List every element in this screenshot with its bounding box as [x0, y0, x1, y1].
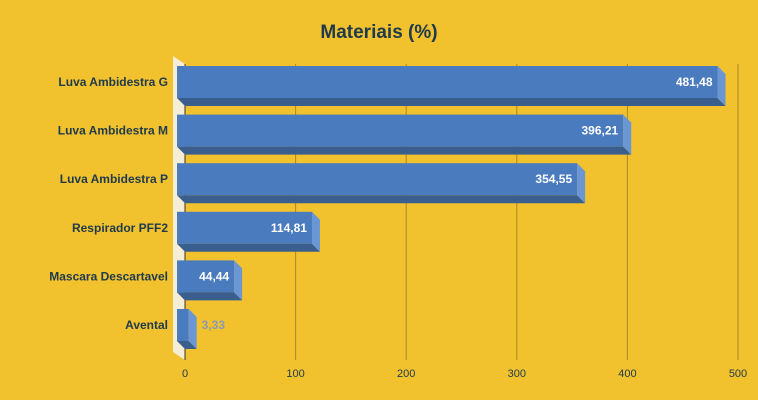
bars: [177, 66, 726, 349]
bar-bottom-face: [177, 292, 243, 301]
bar-side-face: [188, 309, 197, 349]
bar-front: [177, 114, 624, 147]
x-tick-label: 500: [729, 368, 747, 380]
bar-side-face: [623, 114, 632, 155]
category-label: Avental: [125, 318, 168, 332]
bar-front: [177, 211, 312, 244]
x-tick-label: 200: [397, 368, 415, 380]
category-label: Luva Ambidestra M: [58, 124, 168, 138]
data-label: 44,44: [199, 269, 229, 283]
data-label: 354,55: [535, 172, 572, 186]
bar-front: [177, 260, 235, 293]
x-tick-label: 100: [286, 368, 304, 380]
data-labels: 481,48 396,21 354,55 114,81 44,44 3,33: [199, 75, 713, 332]
bar-bottom-face: [177, 98, 726, 106]
chart-title: Materiais (%): [320, 22, 437, 43]
bar-bottom-face: [177, 146, 632, 155]
bar: [177, 260, 243, 301]
bar-bottom-face: [177, 341, 197, 349]
category-label: Luva Ambidestra P: [60, 172, 168, 186]
bar: [177, 114, 632, 155]
x-tick-label: 400: [618, 368, 636, 380]
bar-side-face: [311, 211, 320, 252]
data-label: 481,48: [676, 75, 713, 89]
data-label: 114,81: [271, 221, 307, 235]
data-label: 396,21: [582, 124, 619, 138]
x-tick-label: 0: [182, 368, 188, 380]
bar: [177, 211, 320, 252]
bar-side-face: [577, 163, 586, 204]
x-axis: 0 100 200 300 400 500: [182, 368, 747, 380]
bar-bottom-face: [177, 243, 320, 252]
category-label: Luva Ambidestra G: [58, 75, 168, 89]
bar-side-face: [234, 260, 243, 301]
bar-front: [177, 309, 189, 341]
x-tick-label: 300: [508, 368, 526, 380]
gridlines: [295, 64, 739, 360]
bar-bottom-face: [177, 195, 586, 204]
bar: [177, 66, 726, 106]
data-label: 3,33: [202, 318, 226, 332]
bar-front: [177, 163, 578, 196]
category-label: Respirador PFF2: [72, 221, 168, 235]
category-labels: Luva Ambidestra G Luva Ambidestra M Luva A…: [49, 75, 168, 332]
bar: [177, 309, 197, 349]
bar-side-face: [717, 66, 726, 106]
bar-front: [177, 66, 718, 98]
category-label: Mascara Descartavel: [49, 269, 168, 283]
bar: [177, 163, 586, 204]
